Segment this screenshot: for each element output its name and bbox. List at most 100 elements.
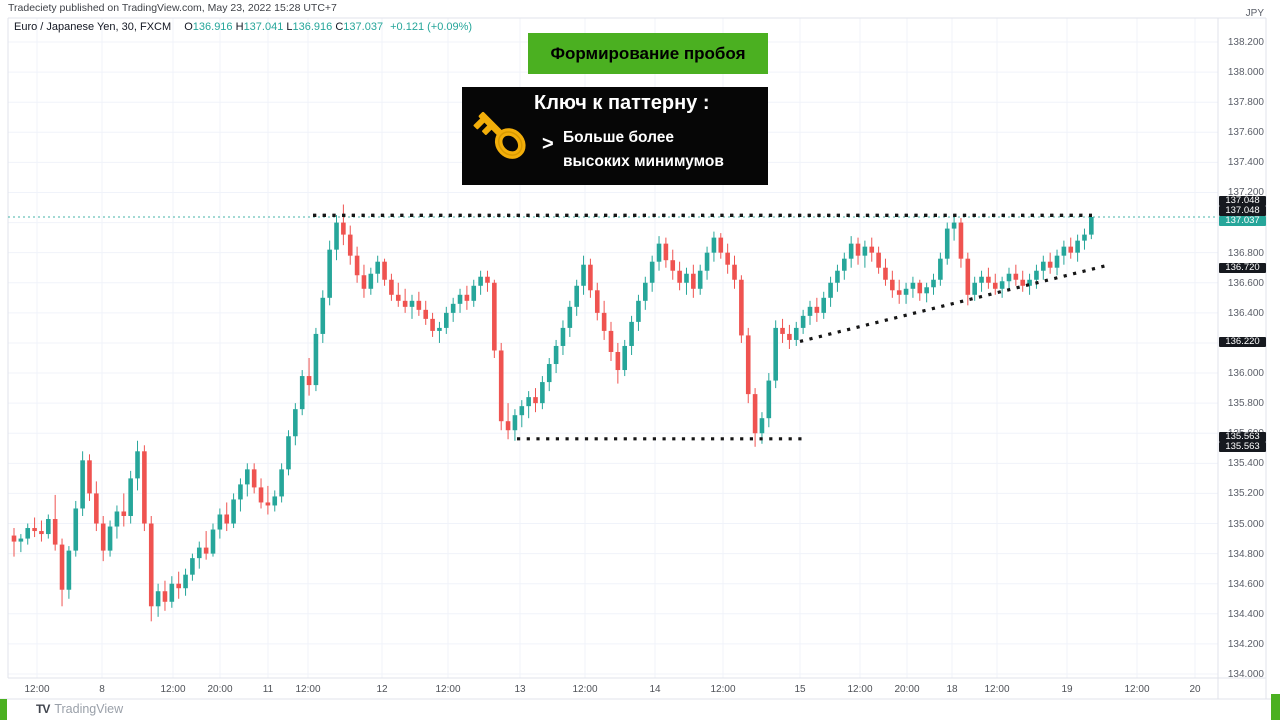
candle <box>217 514 223 530</box>
candle <box>135 451 140 479</box>
candle <box>944 228 950 259</box>
price-tick-label: 137.400 <box>1227 157 1264 169</box>
candle <box>1061 246 1067 256</box>
candle <box>293 409 298 437</box>
candle <box>87 460 92 494</box>
candle <box>1034 270 1039 280</box>
candle <box>718 237 724 253</box>
symbol-info-line[interactable]: Euro / Japanese Yen, 30, FXCM O136.916 H… <box>14 21 472 33</box>
candle <box>615 351 621 371</box>
time-tick-label: 20:00 <box>894 684 920 695</box>
candle <box>533 397 538 404</box>
key-bullet-line1: Больше более <box>563 129 674 146</box>
candle <box>279 469 284 497</box>
candle <box>855 243 861 256</box>
candle <box>430 318 435 331</box>
candle <box>588 264 593 291</box>
candle <box>39 531 44 535</box>
candle <box>409 300 415 307</box>
symbol-name[interactable]: Euro / Japanese Yen, 30, FXCM <box>14 21 172 33</box>
candle <box>224 514 230 524</box>
time-tick-label: 15 <box>794 684 806 695</box>
candle <box>629 321 634 346</box>
candle <box>992 282 998 289</box>
candle <box>450 303 456 313</box>
candle <box>231 499 236 524</box>
candle <box>711 237 717 253</box>
candle <box>512 415 518 431</box>
candle <box>176 583 181 589</box>
candle <box>416 300 422 310</box>
candle <box>457 294 463 304</box>
candle <box>100 523 106 551</box>
candle <box>59 544 65 590</box>
candle <box>1041 261 1046 271</box>
price-tick-label: 138.200 <box>1227 37 1264 48</box>
time-tick-label: 12:00 <box>572 684 598 695</box>
candle <box>25 528 31 539</box>
candle <box>663 243 669 261</box>
candle <box>553 345 559 365</box>
candle <box>979 276 984 283</box>
candle <box>190 558 195 575</box>
breakout-banner: Формирование пробоя <box>528 33 768 74</box>
candle <box>334 222 339 250</box>
candle <box>917 282 923 294</box>
publish-attribution: Tradeciety published on TradingView.com,… <box>8 2 337 14</box>
candle <box>464 294 470 301</box>
candle <box>114 511 120 527</box>
ascending-trendline <box>799 263 1111 344</box>
candle <box>924 287 929 294</box>
candle <box>958 222 964 259</box>
candle <box>697 270 703 289</box>
candle <box>341 222 346 235</box>
candle <box>828 282 833 298</box>
candle <box>636 300 641 322</box>
candle <box>766 380 772 419</box>
candle <box>581 264 586 286</box>
ohlc-close-value: 137.037 <box>343 21 384 33</box>
candle <box>478 276 483 286</box>
candle <box>883 267 888 280</box>
tradingview-logo-text: TradingView <box>54 702 124 716</box>
candle <box>169 583 175 602</box>
candle <box>903 288 909 295</box>
candle <box>196 547 202 559</box>
time-tick-label: 12:00 <box>295 684 321 695</box>
candle <box>759 418 765 434</box>
candle <box>46 519 51 535</box>
change-value: +0.121 (+0.09%) <box>390 21 473 33</box>
price-label-badge: 135.563 <box>1219 442 1266 452</box>
candle <box>492 282 497 351</box>
tradingview-logo[interactable]: TV TradingView <box>36 702 123 716</box>
ohlc-low-value: 136.916 <box>292 21 333 33</box>
price-tick-label: 136.600 <box>1227 277 1264 289</box>
candle <box>66 550 72 590</box>
time-tick-label: 12:00 <box>1124 684 1150 695</box>
candle <box>951 222 957 229</box>
candle <box>787 333 792 340</box>
candle <box>540 382 545 404</box>
candle <box>142 451 147 524</box>
candle <box>327 249 332 298</box>
candle <box>869 246 875 253</box>
candle <box>52 519 58 545</box>
ohlc-low-label: L <box>286 21 293 33</box>
candle <box>437 327 442 331</box>
key-icon <box>473 111 526 159</box>
candle <box>73 508 79 551</box>
candle <box>121 511 127 516</box>
price-tick-label: 136.000 <box>1227 368 1264 380</box>
price-tick-label: 137.600 <box>1227 127 1264 139</box>
candle <box>677 270 682 283</box>
time-tick-label: 11 <box>262 684 274 695</box>
candle <box>800 315 806 328</box>
time-tick-label: 12:00 <box>710 684 736 695</box>
candle <box>691 273 696 289</box>
candle <box>649 261 655 283</box>
time-tick-label: 18 <box>946 684 958 695</box>
price-label-badge: 135.563 <box>1219 432 1266 442</box>
candle <box>1013 273 1019 280</box>
candle <box>704 252 710 271</box>
